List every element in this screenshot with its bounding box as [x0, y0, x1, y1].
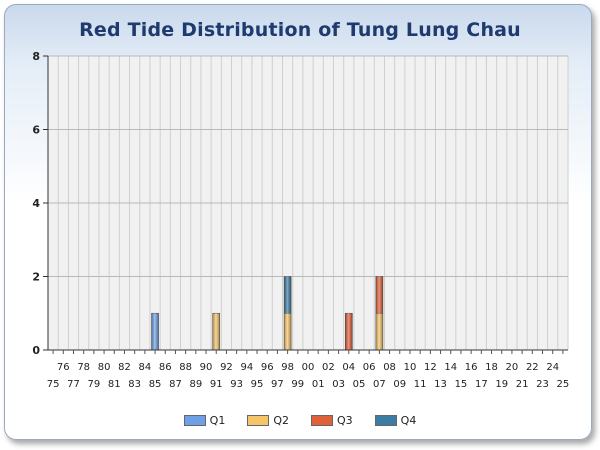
x-tick-label: 97 [271, 379, 284, 390]
y-tick-label: 2 [32, 271, 40, 284]
x-tick-label: 75 [47, 379, 60, 390]
x-tick-label: 15 [455, 379, 468, 390]
legend-item-q2: Q2 [247, 414, 289, 427]
x-tick-label: 03 [332, 379, 345, 390]
legend-item-q4: Q4 [374, 414, 417, 427]
x-tick-label: 86 [159, 362, 172, 373]
bar-shine [212, 313, 220, 350]
x-tick-label: 11 [414, 379, 427, 390]
x-tick-label: 02 [322, 362, 335, 373]
x-tick-label: 18 [485, 362, 498, 373]
x-tick-label: 98 [281, 362, 294, 373]
x-tick-label: 99 [291, 379, 304, 390]
x-tick-label: 92 [220, 362, 233, 373]
x-tick-label: 82 [118, 362, 131, 373]
x-tick-label: 14 [444, 362, 457, 373]
chart-legend: Q1 Q2 Q3 Q4 [0, 414, 600, 427]
x-tick-label: 25 [557, 379, 570, 390]
x-tick-label: 21 [516, 379, 529, 390]
x-tick-label: 00 [302, 362, 315, 373]
x-tick-label: 16 [465, 362, 478, 373]
x-tick-label: 81 [108, 379, 121, 390]
x-tick-label: 24 [546, 362, 559, 373]
y-tick-label: 0 [32, 344, 40, 357]
x-tick-label: 17 [475, 379, 488, 390]
x-tick-label: 06 [363, 362, 376, 373]
bar-shine [345, 313, 353, 350]
legend-swatch [183, 415, 206, 426]
y-tick-label: 8 [32, 50, 40, 63]
legend-item-q3: Q3 [311, 414, 353, 427]
x-tick-label: 90 [200, 362, 213, 373]
x-tick-label: 22 [526, 362, 539, 373]
x-tick-label: 87 [169, 379, 182, 390]
x-tick-label: 93 [230, 379, 243, 390]
x-tick-label: 95 [251, 379, 264, 390]
x-tick-label: 20 [506, 362, 519, 373]
x-tick-label: 76 [57, 362, 70, 373]
legend-swatch [247, 415, 270, 426]
bar-shine [151, 313, 159, 350]
legend-label: Q3 [337, 414, 353, 427]
x-tick-label: 84 [138, 362, 151, 373]
x-tick-label: 23 [536, 379, 549, 390]
x-tick-label: 77 [67, 379, 80, 390]
x-tick-label: 12 [424, 362, 437, 373]
x-tick-label: 04 [342, 362, 355, 373]
x-tick-label: 08 [383, 362, 396, 373]
x-tick-label: 89 [189, 379, 202, 390]
x-tick-label: 05 [353, 379, 366, 390]
y-tick-label: 4 [32, 197, 40, 210]
x-tick-label: 85 [149, 379, 162, 390]
x-tick-label: 13 [434, 379, 447, 390]
legend-swatch [311, 415, 333, 426]
legend-label: Q1 [209, 414, 226, 427]
bar-shine [375, 276, 383, 314]
x-tick-label: 09 [393, 379, 406, 390]
x-tick-label: 07 [373, 379, 386, 390]
x-tick-label: 19 [495, 379, 508, 390]
x-tick-label: 80 [98, 362, 111, 373]
legend-label: Q2 [273, 414, 289, 427]
bar-shine [284, 313, 292, 350]
bar-shine [284, 276, 292, 314]
legend-label: Q4 [400, 414, 417, 427]
x-tick-label: 78 [77, 362, 90, 373]
legend-item-q1: Q1 [183, 414, 226, 427]
y-tick-label: 6 [32, 124, 40, 137]
x-tick-label: 10 [404, 362, 417, 373]
x-tick-label: 83 [128, 379, 141, 390]
bar-shine [375, 313, 383, 350]
chart-title: Red Tide Distribution of Tung Lung Chau [79, 19, 521, 41]
x-tick-label: 88 [179, 362, 192, 373]
x-tick-label: 01 [312, 379, 325, 390]
x-tick-label: 94 [240, 362, 253, 373]
x-tick-label: 91 [210, 379, 223, 390]
x-tick-label: 79 [88, 379, 101, 390]
x-tick-label: 96 [261, 362, 274, 373]
legend-swatch [374, 415, 397, 426]
